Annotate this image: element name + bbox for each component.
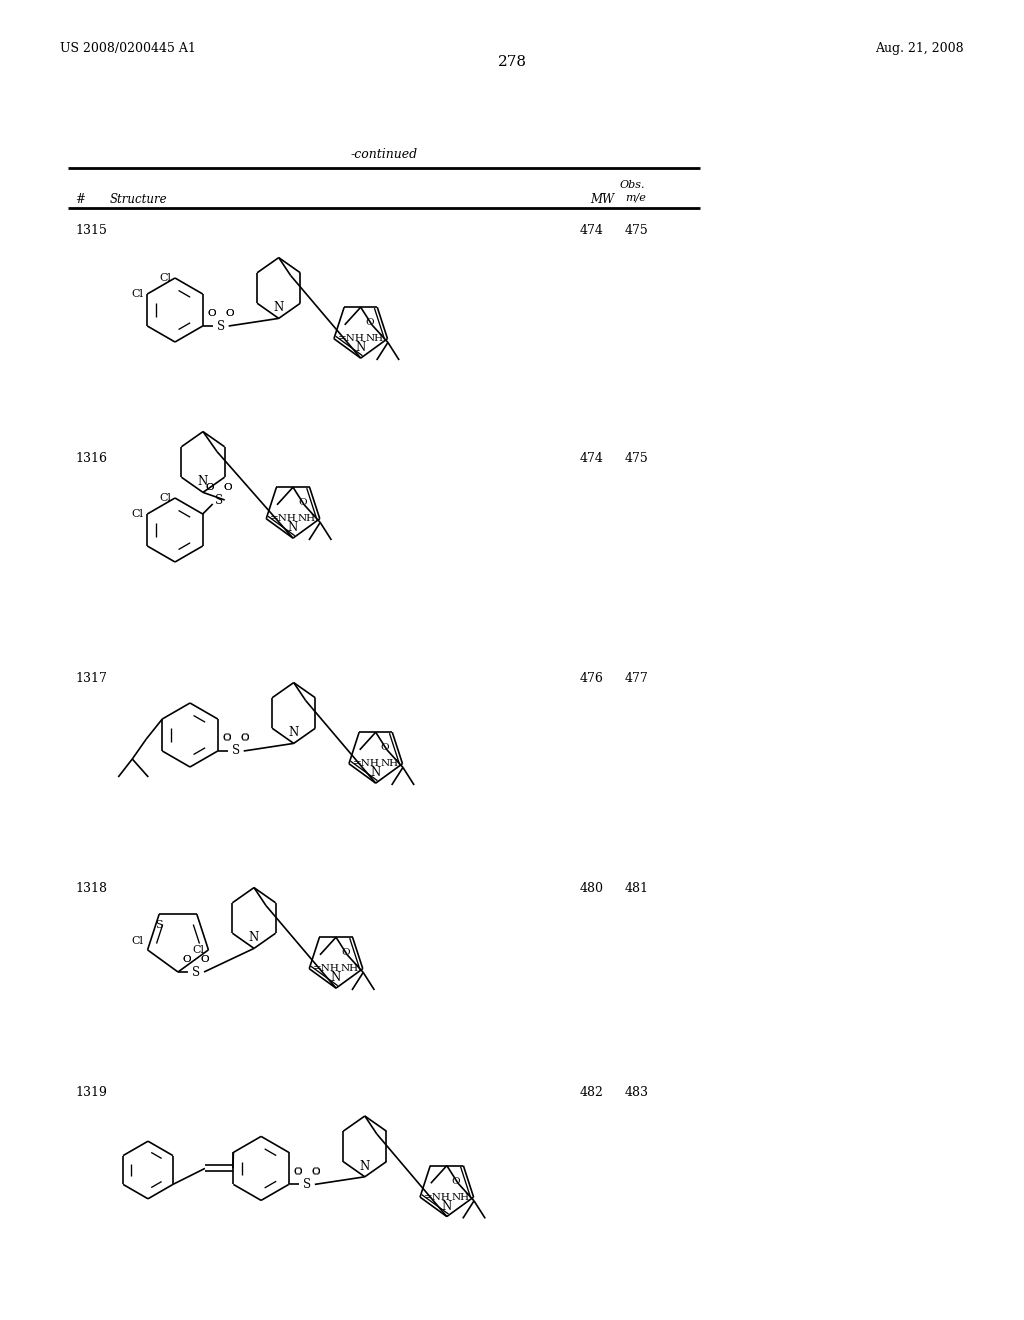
Text: O: O [223, 483, 232, 491]
Text: 278: 278 [498, 55, 526, 69]
Text: 1319: 1319 [75, 1086, 106, 1100]
Text: NH: NH [366, 334, 384, 343]
Text: 482: 482 [580, 1086, 604, 1100]
Text: =NH: =NH [313, 964, 340, 973]
Text: O: O [311, 1167, 321, 1176]
Text: 476: 476 [580, 672, 604, 685]
Text: 477: 477 [625, 672, 649, 685]
Text: N: N [355, 341, 366, 354]
Text: 480: 480 [580, 882, 604, 895]
Text: O: O [208, 309, 216, 318]
Text: O: O [241, 734, 249, 743]
Text: NH: NH [298, 515, 315, 523]
Text: O: O [201, 954, 209, 964]
Text: S: S [217, 319, 225, 333]
Text: Structure: Structure [110, 193, 168, 206]
Text: 1318: 1318 [75, 882, 106, 895]
Text: =NH: =NH [424, 1192, 451, 1201]
Text: -continued: -continued [350, 148, 418, 161]
Text: N: N [441, 1200, 452, 1213]
Text: Cl: Cl [159, 492, 171, 503]
Text: Obs.: Obs. [620, 180, 645, 190]
Text: Cl: Cl [131, 936, 143, 946]
Text: N: N [331, 972, 341, 985]
Text: 481: 481 [625, 882, 649, 895]
Text: Cl: Cl [159, 273, 171, 282]
Text: Cl: Cl [131, 510, 143, 519]
Text: S: S [231, 744, 240, 758]
Text: N: N [359, 1160, 370, 1172]
Text: O: O [366, 318, 375, 327]
Text: NH: NH [380, 759, 398, 768]
Text: O: O [294, 1167, 302, 1176]
Text: O: O [225, 309, 234, 318]
Text: O: O [222, 734, 231, 742]
Text: N: N [198, 475, 208, 488]
Text: N: N [273, 301, 284, 314]
Text: O: O [222, 734, 231, 743]
Text: 474: 474 [580, 224, 604, 238]
Text: 474: 474 [580, 451, 604, 465]
Text: S: S [303, 1177, 311, 1191]
Text: 1315: 1315 [75, 224, 106, 238]
Text: N: N [371, 766, 381, 779]
Text: N: N [288, 521, 298, 535]
Text: S: S [156, 920, 163, 931]
Text: O: O [201, 956, 209, 965]
Text: m/e: m/e [625, 193, 646, 203]
Text: S: S [215, 494, 223, 507]
Text: N: N [289, 726, 299, 739]
Text: N: N [249, 932, 259, 944]
Text: O: O [225, 309, 234, 318]
Text: Aug. 21, 2008: Aug. 21, 2008 [876, 42, 964, 55]
Text: O: O [294, 1168, 302, 1176]
Text: O: O [182, 954, 191, 964]
Text: O: O [298, 499, 306, 507]
Text: O: O [311, 1168, 321, 1176]
Text: O: O [223, 483, 232, 492]
Text: O: O [206, 483, 214, 492]
Text: NH: NH [341, 964, 358, 973]
Text: =NH: =NH [338, 334, 365, 343]
Text: =NH: =NH [353, 759, 380, 768]
Text: O: O [381, 743, 389, 752]
Text: O: O [182, 956, 191, 965]
Text: #: # [75, 193, 85, 206]
Text: O: O [452, 1177, 461, 1185]
Text: 1317: 1317 [75, 672, 106, 685]
Text: 475: 475 [625, 224, 649, 238]
Text: O: O [206, 483, 214, 491]
Text: O: O [241, 734, 249, 742]
Text: Cl: Cl [193, 945, 205, 954]
Text: O: O [341, 949, 349, 957]
Text: 483: 483 [625, 1086, 649, 1100]
Text: 475: 475 [625, 451, 649, 465]
Text: O: O [208, 309, 216, 318]
Text: NH: NH [452, 1192, 470, 1201]
Text: S: S [191, 965, 200, 978]
Text: Cl: Cl [131, 289, 143, 300]
Text: US 2008/0200445 A1: US 2008/0200445 A1 [60, 42, 196, 55]
Text: 1316: 1316 [75, 451, 106, 465]
Text: =NH: =NH [270, 515, 297, 523]
Text: MW: MW [590, 193, 614, 206]
